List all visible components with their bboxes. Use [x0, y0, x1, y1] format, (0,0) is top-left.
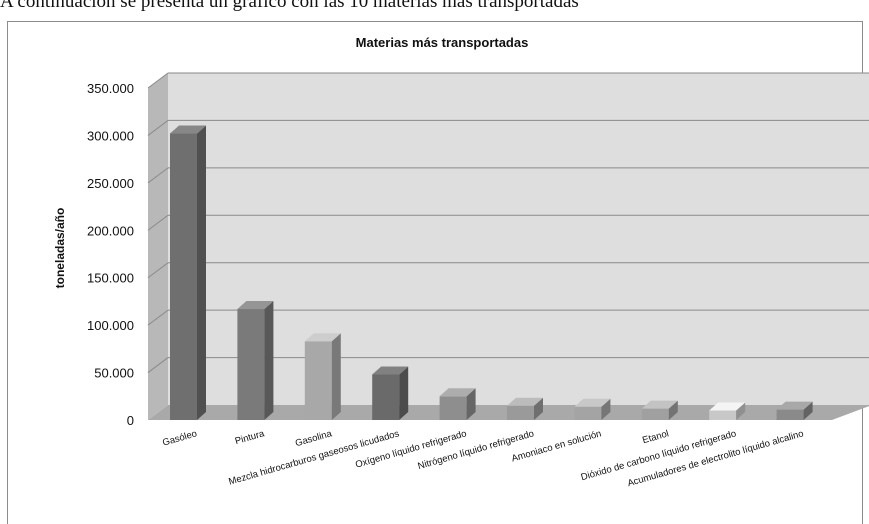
- bar: [170, 133, 197, 420]
- y-tick-label: 50.000: [94, 366, 134, 381]
- intro-text: A continuación se presenta un gráfico co…: [0, 0, 579, 12]
- gridline-side: [147, 357, 169, 373]
- bar-side: [399, 366, 409, 420]
- bar: [439, 396, 467, 420]
- back-wall: [168, 73, 869, 405]
- bar: [709, 410, 737, 420]
- bar-top: [507, 397, 543, 406]
- bar: [372, 374, 400, 420]
- bar-top: [237, 301, 274, 310]
- bar-top: [776, 401, 813, 410]
- bar-top: [170, 125, 206, 134]
- bar-top: [439, 388, 476, 397]
- bar-side: [534, 397, 543, 420]
- bar: [776, 409, 804, 420]
- bar-side: [736, 402, 746, 420]
- bar-side: [264, 301, 274, 420]
- y-tick-label: 250.000: [87, 176, 134, 191]
- y-tick-label: 100.000: [87, 318, 134, 333]
- gridline-side: [147, 167, 169, 184]
- bar-side: [601, 398, 611, 420]
- plot-area: 0 50.000 100.000 150.000 200.000 250.000 300.0…: [53, 72, 869, 489]
- bar-side: [466, 388, 476, 420]
- side-wall: [148, 73, 168, 420]
- y-tick-label: 300.000: [87, 128, 134, 143]
- bar: [641, 408, 669, 420]
- bar: [304, 341, 332, 420]
- bar-side: [197, 125, 206, 420]
- y-axis-label: toneladas/año: [53, 208, 67, 289]
- gridline-side: [147, 262, 169, 279]
- bar-top: [709, 402, 746, 411]
- gridline-side: [147, 214, 169, 231]
- bar: [507, 405, 534, 420]
- y-tick-label: 150.000: [87, 271, 134, 286]
- bar-top: [372, 366, 409, 375]
- gridline-side: [147, 120, 169, 136]
- bar-top: [574, 398, 611, 407]
- bar-side: [803, 401, 813, 420]
- bar: [237, 309, 265, 420]
- bar-side: [331, 333, 341, 420]
- bar-top: [641, 400, 678, 409]
- gridline-side: [147, 72, 169, 89]
- y-tick-label: 0: [127, 413, 134, 428]
- bar-side: [668, 400, 678, 420]
- y-tick-label: 200.000: [87, 223, 134, 238]
- y-tick-label: 350.000: [87, 81, 134, 96]
- gridline-side: [147, 309, 169, 326]
- chart-title: Materias más transportadas: [356, 35, 529, 50]
- bar-top: [304, 333, 341, 342]
- bar: [574, 406, 602, 420]
